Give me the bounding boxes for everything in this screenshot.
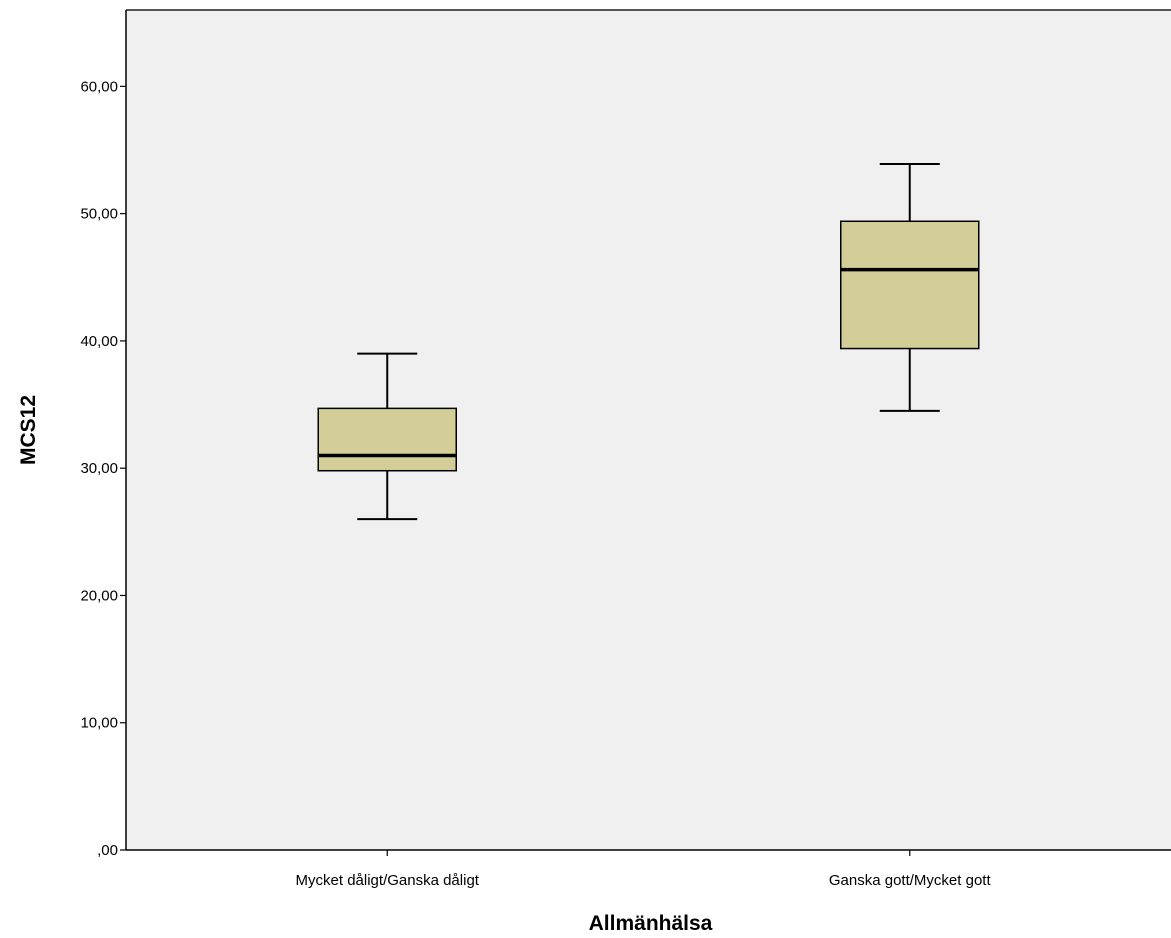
y-tick-label: 40,00 (80, 333, 118, 350)
x-axis: Mycket dåligt/Ganska dåligt Ganska gott/M… (126, 849, 1171, 889)
plot-area (126, 10, 1171, 850)
iqr-box (840, 220, 980, 350)
x-tick-label: Mycket dåligt/Ganska dåligt (296, 872, 480, 889)
x-axis-title: Allmänhälsa (589, 912, 713, 935)
iqr-box (317, 407, 457, 472)
box-1 (317, 352, 457, 521)
y-tick-label: ,00 (97, 842, 118, 859)
y-tick-label: 50,00 (80, 206, 118, 223)
y-tick-label: 30,00 (80, 460, 118, 477)
y-axis: ,00 10,00 20,00 30,00 40,00 50,00 60,00 (80, 9, 1171, 859)
box-series (317, 163, 980, 521)
y-axis-title: MCS12 (17, 395, 40, 465)
y-tick-label: 10,00 (80, 715, 118, 732)
y-tick-label: 20,00 (80, 587, 118, 604)
x-tick-label: Ganska gott/Mycket gott (829, 872, 992, 889)
box-2 (840, 163, 980, 412)
y-tick-label: 60,00 (80, 78, 118, 95)
